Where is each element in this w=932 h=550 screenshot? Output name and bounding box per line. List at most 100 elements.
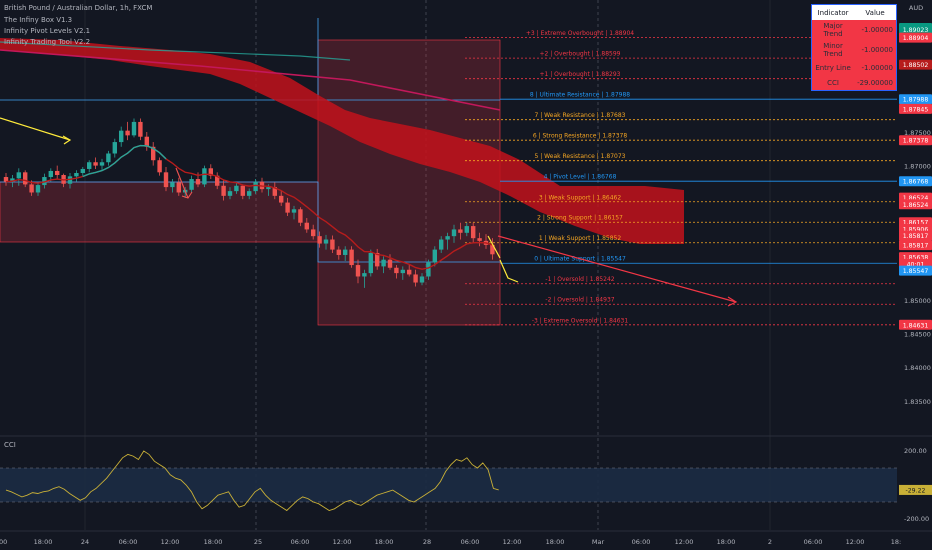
candle-body [285,202,290,213]
indicator-name-cell: Entry Line [811,60,855,75]
indicator-name-cell: Major Trend [811,20,855,40]
price-tag [899,94,932,105]
candle-body [375,252,380,267]
candle-body [330,239,335,250]
price-tag [899,265,932,276]
candle-body [464,226,469,233]
price-tag-label: 1.86524 [903,202,929,209]
candle-body [215,175,220,186]
pivot-level-label: 5 | Weak Resistance | 1.87073 [535,153,626,160]
time-tick-label: 28 [423,538,431,546]
price-tag [899,32,932,43]
series-line-teal-ma [0,41,351,61]
time-tick-label: 12:00 [675,538,694,546]
candle-body [29,184,34,193]
price-tick-label: 1.87500 [904,129,931,137]
price-tag-label: 1.86768 [903,179,929,186]
time-tick-label: 06:00 [804,538,823,546]
candle-body [170,182,175,188]
pivot-box-line [0,181,500,263]
series-line-long-ma [0,49,501,111]
candle-body [23,172,28,185]
infiny-box [317,39,501,326]
price-tag-label: 40:01 [907,261,925,268]
table-row: Major Trend -1.00000 [811,20,897,40]
candle-body [336,249,341,255]
candle-body [253,181,258,192]
time-tick-label: 18:00 [34,538,53,546]
candle-body [10,178,15,182]
price-tag [899,240,932,251]
time-tick-label: 2 [768,538,772,546]
candle-body [407,269,412,275]
candle-body [48,170,53,178]
candle-body [106,153,111,163]
price-tag-label: 1.89023 [903,27,929,34]
time-tick-label: 18:00 [717,538,736,546]
candle-body [234,185,239,192]
price-tag-label: 1.88904 [903,35,929,42]
symbol-legend[interactable]: British Pound / Australian Dollar, 1h, F… [4,4,153,12]
time-tick-label: 12:00 [161,538,180,546]
time-tick-label: Mar [592,538,605,546]
candle-body [16,172,21,179]
price-tag-label: 1.87845 [903,106,929,113]
time-tick-label: 18:00 [546,538,565,546]
candle-body [266,187,271,190]
price-tick-label: 1.87000 [904,163,931,171]
pivot-level-label: 8 | Ultimate Resistance | 1.87988 [530,92,630,99]
candle-body [317,236,322,244]
indicator-legend-trading-tool[interactable]: Infinity Trading Tool V2.2 [4,38,91,46]
candle-body [477,238,482,241]
pivot-level-label: +2 | Overbought | 1.88599 [539,51,620,58]
candle-body [144,136,149,147]
cci-tick-label: 200.00 [904,447,927,455]
trend-arrow [0,117,71,141]
cci-pane-label[interactable]: CCI [4,441,16,449]
time-tick-label: 18: [891,538,901,546]
trend-arrow [175,167,189,199]
price-tick-label: 1.84000 [904,364,931,372]
candle-body [458,229,463,233]
target-arrow-head [727,296,738,307]
table-row: Minor Trend -1.00000 [811,40,897,60]
indicator-legend-infiny-box[interactable]: The Infiny Box V1.3 [4,16,73,24]
candle-body [35,185,41,193]
candle-body [304,222,309,230]
candle-body [74,172,79,177]
candle-body [80,168,85,173]
time-tick-label: 06:00 [632,538,651,546]
pivot-level-label: +1 | Overbought | 1.88293 [539,71,620,78]
price-tag-label: 1.85817 [903,233,929,240]
candle-body [432,249,437,263]
candle-body [362,273,367,277]
candle-body [189,179,194,190]
indicator-legend-pivot-levels[interactable]: Infinity Pivot Levels V2.1 [4,27,91,35]
price-tag [899,230,932,241]
candle-body [311,229,316,237]
candle-body [227,191,233,196]
cci-value-tag [899,484,932,495]
candle-body [291,209,297,213]
candle-body [439,239,444,250]
price-tag-label: 1.88502 [903,62,929,69]
candle-body [272,187,277,196]
price-tick-label: 1.84500 [904,331,931,339]
price-tag-label: 1.87988 [903,97,929,104]
candle-body [451,229,457,237]
candle-body [131,121,137,136]
candle-body [445,236,450,240]
cci-value-label: -29.22 [906,487,926,494]
candle-body [221,185,226,196]
candle-body [138,121,143,137]
candle-body [119,130,124,143]
indicator-value-cell: -1.00000 [854,60,897,75]
time-tick-label: 06:00 [461,538,480,546]
price-tag-label: 1.87378 [903,138,929,145]
price-tick-label: 1.83500 [904,398,931,406]
pivot-level-label: -2 | Oversold | 1.84937 [545,297,614,304]
candle-body [419,276,425,283]
pivot-level-label: -1 | Oversold | 1.85242 [545,276,614,283]
cci-line [5,450,499,512]
